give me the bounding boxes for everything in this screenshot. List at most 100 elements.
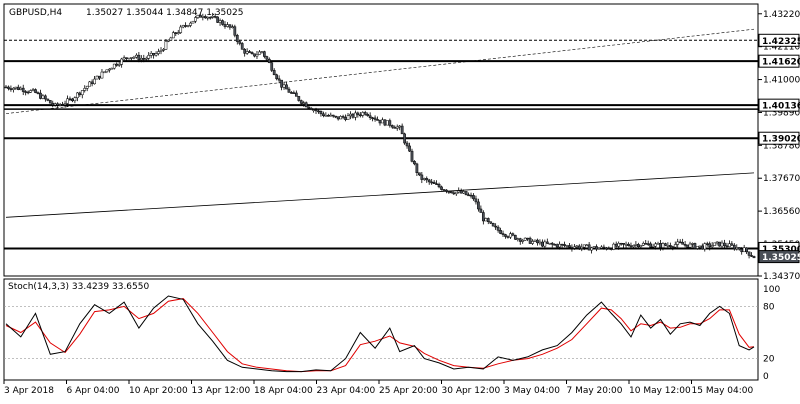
candle-body bbox=[216, 16, 219, 23]
candle-body bbox=[76, 92, 79, 98]
candle-body bbox=[457, 190, 461, 193]
price-panel[interactable] bbox=[3, 3, 759, 277]
time-tick-label: 10 May 12:00 bbox=[629, 386, 691, 396]
candle-body bbox=[577, 245, 581, 249]
candle-body bbox=[344, 117, 347, 120]
candle-body bbox=[425, 178, 429, 181]
candle-body bbox=[651, 245, 655, 248]
candle-body bbox=[720, 242, 724, 247]
candle-body bbox=[718, 241, 721, 247]
candle-body bbox=[715, 241, 719, 244]
candle-body bbox=[213, 16, 217, 18]
candle-body bbox=[568, 245, 571, 248]
candle-body bbox=[329, 114, 333, 117]
candle-body bbox=[435, 183, 438, 185]
candle-body bbox=[130, 57, 133, 59]
candle-body bbox=[587, 244, 591, 251]
candle-body bbox=[267, 58, 271, 64]
candle-body bbox=[211, 16, 215, 18]
candle-body bbox=[331, 114, 335, 117]
candle-body bbox=[139, 58, 143, 61]
candle-body bbox=[233, 26, 237, 36]
candle-body bbox=[688, 243, 692, 248]
candle-body bbox=[545, 241, 549, 244]
candle-body bbox=[622, 243, 625, 245]
candle-body bbox=[637, 244, 640, 248]
candle-body bbox=[523, 237, 527, 241]
candle-body bbox=[103, 71, 106, 74]
candle-body bbox=[686, 244, 689, 248]
candle-body bbox=[115, 63, 119, 66]
candle-body bbox=[501, 233, 505, 235]
candle-body bbox=[304, 102, 308, 108]
candle-body bbox=[511, 233, 515, 236]
candle-body bbox=[34, 89, 37, 93]
price-tick-label: 1.36560 bbox=[763, 207, 800, 217]
candle-body bbox=[258, 51, 261, 55]
candle-body bbox=[728, 243, 731, 248]
candle-body bbox=[698, 245, 702, 248]
candle-body bbox=[371, 117, 374, 120]
candle-body bbox=[563, 244, 566, 246]
candle-body bbox=[147, 55, 151, 59]
time-tick-label: 3 May 04:00 bbox=[504, 386, 560, 396]
candle-body bbox=[489, 221, 493, 224]
candle-body bbox=[676, 241, 680, 245]
candle-body bbox=[125, 57, 128, 59]
price-tick-label: 1.42110 bbox=[763, 43, 800, 53]
candle-body bbox=[186, 25, 190, 27]
candle-body bbox=[181, 25, 185, 28]
candle-body bbox=[302, 102, 306, 104]
candle-body bbox=[24, 91, 28, 93]
price-tick-label: 1.34370 bbox=[763, 272, 800, 282]
candle-body bbox=[649, 243, 653, 248]
candle-body bbox=[255, 54, 259, 57]
candle-body bbox=[560, 243, 564, 246]
trendline bbox=[5, 172, 755, 218]
indicator-axis: 100 80 20 0 bbox=[763, 285, 780, 382]
price-tick-label: 1.41000 bbox=[763, 76, 800, 86]
candle-body bbox=[93, 78, 96, 85]
candle-body bbox=[4, 86, 8, 89]
candle-body bbox=[696, 246, 699, 249]
candle-body bbox=[100, 71, 104, 79]
indicator-tick-label: 80 bbox=[763, 302, 775, 312]
candle-body bbox=[673, 244, 677, 248]
candle-body bbox=[110, 67, 114, 70]
candle-body bbox=[162, 49, 165, 51]
candle-body bbox=[39, 92, 42, 99]
level-tag-box bbox=[758, 131, 800, 145]
candle-body bbox=[270, 62, 274, 71]
candle-body bbox=[184, 25, 187, 27]
candle-body bbox=[595, 246, 598, 250]
candle-body bbox=[142, 58, 146, 60]
candle-body bbox=[526, 237, 529, 240]
candle-body bbox=[418, 172, 421, 176]
candle-body bbox=[294, 92, 298, 97]
indicator-panel[interactable] bbox=[3, 278, 759, 381]
candle-body bbox=[21, 87, 25, 92]
candle-body bbox=[415, 163, 419, 173]
candle-body bbox=[122, 57, 126, 60]
candle-body bbox=[440, 186, 443, 190]
candle-body bbox=[16, 86, 20, 90]
trendline bbox=[5, 28, 755, 114]
candle-body bbox=[226, 24, 229, 27]
candle-body bbox=[53, 103, 57, 106]
candle-body bbox=[553, 244, 557, 246]
indicator-tick-label: 20 bbox=[763, 355, 775, 365]
level-tag-text: 1.35300 bbox=[762, 245, 800, 255]
candle-body bbox=[607, 248, 611, 250]
candle-body bbox=[137, 54, 141, 61]
candle-body bbox=[107, 68, 111, 71]
time-axis: 3 Apr 2018 6 Apr 04:00 10 Apr 20:00 13 Apr … bbox=[3, 380, 753, 396]
candlestick-series bbox=[4, 12, 756, 259]
candle-body bbox=[223, 24, 227, 27]
candle-body bbox=[19, 87, 23, 90]
candle-body bbox=[518, 238, 522, 242]
candle-body bbox=[206, 16, 210, 19]
candle-body bbox=[609, 248, 613, 250]
candle-body bbox=[373, 117, 377, 120]
